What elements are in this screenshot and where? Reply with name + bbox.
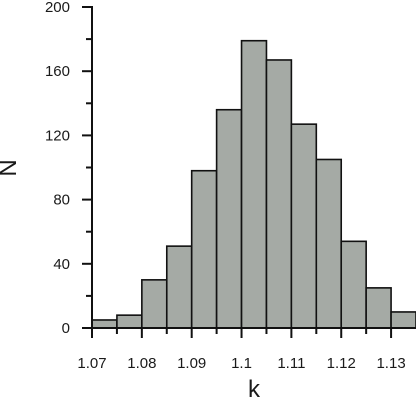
x-tick-label: 1.08 bbox=[127, 355, 156, 372]
histogram-bar bbox=[365, 287, 392, 329]
histogram-bar bbox=[116, 314, 143, 329]
y-tick-label: 0 bbox=[62, 320, 70, 337]
y-tick-label: 40 bbox=[53, 256, 70, 273]
y-tick-label: 120 bbox=[45, 127, 70, 144]
histogram-bar bbox=[91, 319, 118, 329]
histogram-bar bbox=[240, 39, 268, 329]
x-tick-label: 1.12 bbox=[327, 355, 356, 372]
bars-group bbox=[91, 39, 416, 329]
y-tick-label: 200 bbox=[45, 0, 70, 16]
x-tick-label: 1.13 bbox=[376, 355, 405, 372]
histogram-bar bbox=[290, 123, 318, 329]
x-tick-label: 1.1 bbox=[231, 355, 252, 372]
histogram-bar bbox=[215, 108, 243, 329]
histogram-bar bbox=[190, 169, 218, 329]
y-tick-label: 160 bbox=[45, 63, 70, 80]
axes-group: 0 40 80 120 160 200 1.07 1.08 1.09 1.1 1.11 1.12 1.1… bbox=[45, 0, 416, 372]
histogram-bar bbox=[315, 158, 343, 329]
y-tick-label: 80 bbox=[53, 192, 70, 209]
y-axis-title: N bbox=[0, 159, 22, 176]
histogram-bar bbox=[340, 240, 367, 329]
histogram-bar bbox=[265, 59, 293, 329]
x-tick-label: 1.11 bbox=[277, 355, 305, 372]
histogram-bar bbox=[141, 279, 168, 329]
histogram-bar bbox=[390, 311, 416, 329]
histogram-bar bbox=[165, 245, 193, 329]
x-axis-title: k bbox=[248, 376, 261, 403]
x-tick-label: 1.07 bbox=[77, 355, 106, 372]
x-tick-label: 1.09 bbox=[177, 355, 206, 372]
